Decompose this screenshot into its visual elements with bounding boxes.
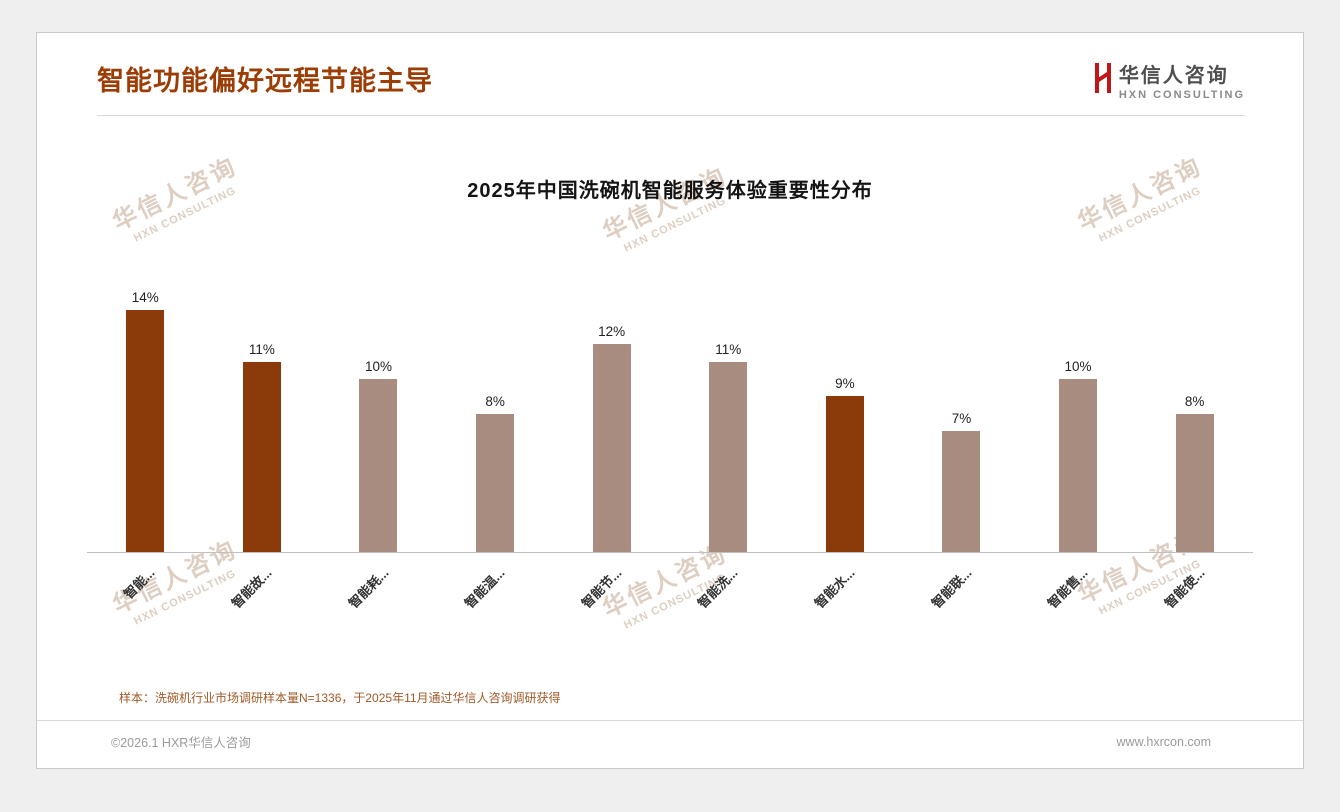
footer-copyright: ©2026.1 HXR华信人咨询	[111, 736, 251, 750]
x-axis-label: 智能洗...	[695, 565, 741, 611]
footer-website: www.hxrcon.com	[1116, 734, 1211, 749]
bar-chart: 14% 11% 10% 8% 12% 11% 9% 7% 10% 8%	[87, 281, 1253, 553]
bar	[476, 414, 515, 552]
x-axis-label-slot: 智能故...	[204, 553, 321, 645]
bar-value-label: 8%	[1184, 394, 1205, 409]
bar	[942, 431, 981, 552]
x-axis-label: 智能联...	[928, 565, 975, 611]
footer: ©2026.1 HXR华信人咨询 www.hxrcon.com	[37, 720, 1303, 768]
bar	[1175, 414, 1214, 552]
x-axis-label-slot: 智能使...	[1136, 553, 1253, 645]
page-title: 智能功能偏好远程节能主导	[97, 66, 433, 96]
x-axis-label: 智能故...	[228, 565, 275, 611]
x-axis-label-slot: 智能节...	[553, 553, 670, 645]
bar-group: 11%	[670, 342, 787, 552]
x-axis-label-slot: 智能水...	[787, 553, 904, 645]
x-axis-label-slot: 智能售...	[1020, 553, 1137, 645]
bar-group: 7%	[903, 411, 1020, 552]
x-axis-label: 智能温...	[461, 565, 508, 611]
logo: 华信人咨询 HXN CONSULTING	[1093, 59, 1245, 101]
watermark: 华信人咨询 HXN CONSULTING	[596, 156, 739, 259]
bar	[359, 379, 398, 552]
x-axis-label-slot: 智能温...	[437, 553, 554, 645]
bar-value-label: 8%	[485, 394, 505, 409]
x-axis-label: 智能...	[121, 565, 159, 602]
x-axis-label-slot: 智能...	[87, 553, 204, 645]
bar-value-label: 12%	[598, 324, 626, 339]
bar-value-label: 10%	[1064, 359, 1092, 374]
header: 智能功能偏好远程节能主导 华信人咨询 HXN CONSULTING	[97, 33, 1245, 116]
logo-text: 华信人咨询 HXN CONSULTING	[1119, 59, 1245, 101]
bar-group: 11%	[204, 342, 321, 552]
bar-value-label: 7%	[951, 411, 972, 426]
x-axis-labels: 智能... 智能故... 智能耗... 智能温... 智能节... 智能洗... 智能水..…	[87, 553, 1253, 645]
x-axis-label: 智能耗...	[345, 565, 392, 611]
bar-group: 12%	[553, 324, 670, 552]
x-axis-label-slot: 智能耗...	[320, 553, 437, 645]
x-axis-label: 智能使...	[1161, 565, 1208, 611]
logo-icon	[1093, 60, 1113, 101]
logo-name-cn: 华信人咨询	[1118, 65, 1229, 87]
bar-group: 14%	[87, 290, 204, 552]
x-axis-label-slot: 智能洗...	[670, 553, 787, 645]
bar-value-label: 14%	[131, 290, 159, 305]
bar	[1059, 379, 1098, 552]
bar-value-label: 10%	[364, 359, 392, 374]
bar	[242, 362, 281, 552]
bar	[592, 344, 631, 552]
x-axis-label-slot: 智能联...	[903, 553, 1020, 645]
bar-value-label: 9%	[835, 376, 855, 391]
slide-card: 华信人咨询 HXN CONSULTING 华信人咨询 HXN CONSULTIN…	[36, 32, 1304, 769]
bar-value-label: 11%	[248, 342, 275, 357]
bar	[126, 310, 165, 552]
x-axis-label: 智能节...	[578, 565, 625, 611]
logo-name-en: HXN CONSULTING	[1118, 89, 1245, 101]
bar-group: 8%	[437, 394, 554, 552]
bar	[709, 362, 748, 552]
x-axis-label: 智能水...	[811, 565, 858, 611]
bar	[825, 396, 864, 552]
sample-note: 样本：洗碗机行业市场调研样本量N=1336，于2025年11月通过华信人咨询调研…	[119, 691, 561, 705]
bar-group: 8%	[1136, 394, 1253, 552]
bar-value-label: 11%	[715, 342, 742, 357]
x-axis-label: 智能售...	[1044, 565, 1091, 611]
bar-group: 10%	[320, 359, 437, 552]
bar-group: 9%	[787, 376, 904, 552]
bar-group: 10%	[1020, 359, 1137, 552]
chart-title: 2025年中国洗碗机智能服务体验重要性分布	[467, 180, 873, 202]
